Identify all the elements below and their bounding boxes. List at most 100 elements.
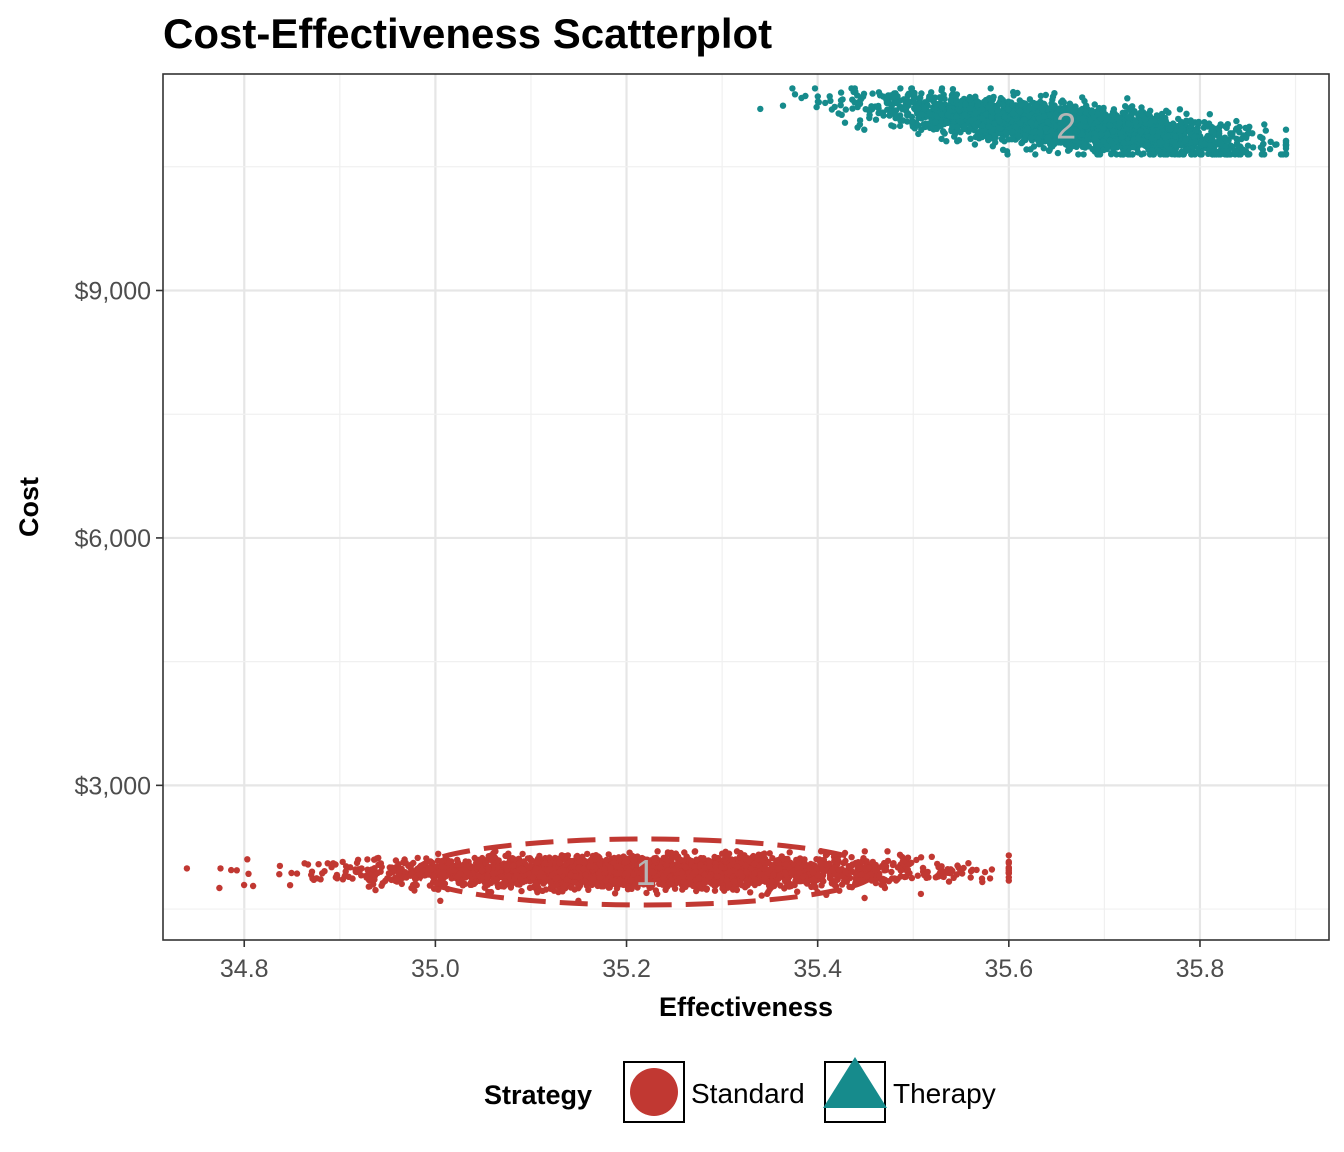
- data-point: [853, 871, 860, 879]
- data-point: [594, 882, 601, 890]
- data-point: [813, 103, 820, 111]
- data-point: [616, 869, 623, 877]
- data-point: [693, 887, 700, 895]
- data-point: [751, 881, 759, 889]
- data-point: [893, 877, 900, 884]
- data-point: [489, 870, 497, 877]
- data-point: [719, 850, 726, 857]
- data-point: [304, 861, 312, 868]
- data-point: [917, 890, 925, 898]
- data-point: [758, 892, 765, 899]
- data-point: [630, 857, 638, 864]
- data-point: [403, 874, 410, 881]
- data-point: [249, 882, 257, 890]
- data-point: [667, 881, 675, 888]
- data-point: [485, 888, 492, 896]
- data-point: [814, 888, 821, 896]
- data-point: [216, 884, 223, 892]
- data-point: [581, 877, 589, 885]
- data-point: [498, 873, 506, 880]
- data-point: [386, 864, 393, 871]
- data-point: [761, 860, 769, 867]
- data-point: [831, 103, 838, 111]
- data-point: [714, 873, 721, 880]
- data-point: [435, 850, 442, 857]
- data-point: [547, 879, 554, 886]
- data-point: [324, 860, 331, 867]
- data-point: [371, 865, 378, 872]
- data-point: [838, 111, 845, 119]
- data-point: [664, 857, 671, 864]
- data-point: [872, 879, 879, 887]
- data-point: [889, 108, 896, 115]
- data-point: [430, 885, 438, 892]
- data-point: [681, 849, 688, 856]
- data-point: [546, 866, 553, 873]
- data-point: [793, 856, 800, 864]
- data-point: [276, 871, 283, 878]
- data-point: [823, 891, 830, 898]
- data-point: [1138, 151, 1145, 158]
- data-point: [317, 876, 324, 883]
- data-point: [923, 874, 930, 881]
- data-point: [605, 851, 612, 858]
- data-point: [700, 855, 707, 862]
- data-point: [552, 875, 559, 882]
- data-point: [407, 865, 414, 872]
- data-point: [939, 873, 946, 880]
- data-point: [674, 860, 681, 867]
- data-point: [988, 866, 996, 873]
- data-point: [563, 876, 570, 883]
- data-point: [183, 865, 191, 872]
- data-point: [945, 878, 953, 885]
- data-point: [766, 850, 773, 857]
- data-point: [378, 863, 385, 871]
- data-point: [454, 856, 461, 863]
- data-point: [364, 856, 371, 863]
- data-point: [463, 869, 471, 876]
- data-point: [888, 868, 895, 876]
- data-point: [869, 90, 876, 97]
- data-point: [401, 859, 408, 867]
- data-point: [806, 864, 814, 872]
- data-point: [789, 85, 796, 92]
- data-point: [737, 849, 744, 857]
- data-point: [607, 864, 614, 871]
- data-point: [733, 863, 741, 870]
- data-point: [656, 864, 664, 871]
- data-point: [928, 853, 935, 860]
- data-point: [726, 868, 733, 875]
- data-point: [386, 870, 393, 878]
- data-point: [808, 883, 815, 891]
- data-point: [839, 96, 846, 103]
- data-point: [349, 875, 356, 882]
- data-point: [724, 852, 731, 859]
- data-point: [814, 872, 822, 879]
- data-point: [724, 884, 731, 891]
- data-point: [1233, 117, 1240, 125]
- data-point: [559, 888, 566, 895]
- data-point: [245, 870, 252, 877]
- data-point: [914, 872, 921, 879]
- data-point: [782, 861, 790, 868]
- data-point: [890, 860, 897, 867]
- data-point: [837, 89, 845, 96]
- data-point: [485, 865, 492, 872]
- data-point: [919, 865, 927, 872]
- data-point: [743, 882, 750, 889]
- data-point: [951, 133, 958, 140]
- data-point: [502, 863, 510, 870]
- data-point: [1051, 90, 1058, 97]
- data-point: [233, 867, 240, 874]
- series-therapy: [757, 85, 1290, 158]
- data-point: [841, 119, 849, 126]
- data-point: [761, 875, 768, 882]
- data-point: [872, 116, 880, 123]
- data-point: [979, 878, 986, 886]
- data-point: [507, 884, 515, 891]
- data-point: [315, 861, 322, 868]
- grid-lines: [163, 74, 1329, 940]
- data-point: [510, 862, 517, 869]
- data-point: [842, 869, 849, 876]
- data-point: [948, 127, 955, 135]
